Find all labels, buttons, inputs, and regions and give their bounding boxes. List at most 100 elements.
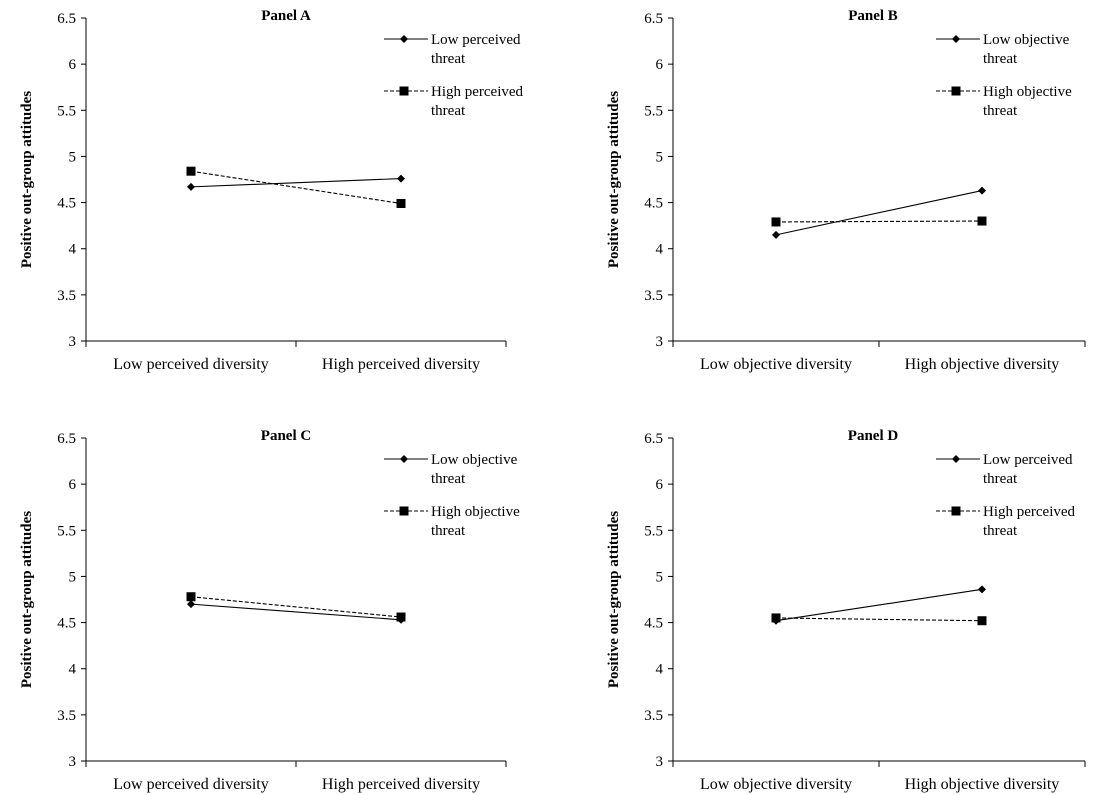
panel-d: 3 3.5 4 4.5 5 5.5 6 6.5 Low objective diversity H… (606, 428, 1086, 793)
y-tick-label: 5.5 (57, 103, 76, 119)
legend-label: High objective threat (983, 84, 1072, 119)
series-line (190, 596, 402, 618)
y-tick-label: 6.5 (644, 11, 663, 27)
y-tick-label: 4 (656, 662, 664, 678)
legend-label-line: threat (431, 523, 466, 539)
legend-label-line: Low perceived (431, 32, 521, 48)
legend-label-line: High objective (431, 504, 520, 520)
series-line (775, 220, 983, 223)
legend-label-line: threat (983, 103, 1018, 119)
y-tick-label: 5 (656, 569, 664, 585)
series-line (775, 588, 983, 622)
y-tick-label: 3 (69, 754, 77, 770)
data-point-square (977, 616, 987, 626)
legend-label-line: threat (431, 103, 466, 119)
y-tick-label: 3 (656, 334, 664, 350)
legend-marker-diamond (400, 455, 408, 463)
series-line (775, 617, 983, 622)
y-tick-label: 4 (656, 242, 664, 258)
data-point-square (186, 592, 196, 602)
legend-label: Low perceived threat (431, 32, 521, 67)
y-axis-label: Positive out-group attitudes (19, 91, 35, 268)
y-tick-label: 3.5 (57, 288, 76, 304)
panel-title: Panel C (261, 428, 311, 444)
legend-marker-square (951, 506, 961, 516)
x-tick-label: Low perceived diversity (113, 356, 269, 373)
legend-marker-diamond (400, 35, 408, 43)
legend-label: Low objective threat (431, 452, 518, 487)
data-point-square (977, 216, 987, 226)
y-axis-label: Positive out-group attitudes (19, 511, 35, 688)
panel-a: 3 3.5 4 4.5 5 5.5 6 6.5 Low perceived diversity H… (19, 8, 524, 373)
y-tick-label: 6.5 (644, 431, 663, 447)
y-tick-label: 3 (69, 334, 77, 350)
y-tick-label: 4.5 (57, 196, 76, 212)
legend-label: High perceived threat (431, 84, 524, 119)
y-tick-label: 6 (656, 477, 664, 493)
legend-label-line: Low objective (431, 452, 518, 468)
legend-label-line: High objective (983, 84, 1072, 100)
y-tick-label: 6 (69, 57, 77, 73)
y-axis-label: Positive out-group attitudes (606, 91, 622, 268)
x-tick-label: High objective diversity (905, 776, 1060, 793)
legend-label: High perceived threat (983, 504, 1076, 539)
y-tick-label: 5 (69, 569, 77, 585)
series-line (190, 603, 402, 621)
legend-label-line: threat (983, 471, 1018, 487)
legend-label-line: threat (431, 51, 466, 67)
legend-marker-diamond (952, 35, 960, 43)
panel-c: 3 3.5 4 4.5 5 5.5 6 6.5 Low perceived diversity H… (19, 428, 520, 793)
panel-title: Panel B (848, 8, 898, 24)
y-tick-label: 4 (69, 242, 77, 258)
data-point-diamond (978, 585, 986, 594)
y-tick-label: 3.5 (57, 708, 76, 724)
y-axis-label: Positive out-group attitudes (606, 511, 622, 688)
legend-label: High objective threat (431, 504, 520, 539)
y-tick-label: 5.5 (57, 523, 76, 539)
data-point-square (396, 198, 406, 208)
legend-label: Low objective threat (983, 32, 1070, 67)
panel-b: 3 3.5 4 4.5 5 5.5 6 6.5 Low objective diversity H… (606, 8, 1086, 373)
y-tick-label: 3.5 (644, 288, 663, 304)
x-tick-label: High perceived diversity (322, 776, 480, 793)
panel-title: Panel A (261, 8, 311, 24)
data-point-diamond (187, 182, 195, 191)
legend-label: Low perceived threat (983, 452, 1073, 487)
y-tick-label: 6 (656, 57, 664, 73)
y-tick-label: 5 (656, 149, 664, 165)
y-tick-label: 3.5 (644, 708, 663, 724)
y-tick-label: 6.5 (57, 11, 76, 27)
legend-label-line: threat (983, 523, 1018, 539)
legend-label-line: Low objective (983, 32, 1070, 48)
data-point-diamond (187, 600, 195, 609)
legend-label-line: threat (431, 471, 466, 487)
data-point-diamond (397, 174, 405, 183)
data-point-diamond (978, 186, 986, 195)
series-line (190, 178, 402, 188)
series-line (190, 170, 402, 205)
y-tick-label: 4 (69, 662, 77, 678)
y-tick-label: 5 (69, 149, 77, 165)
legend-label-line: High perceived (431, 84, 524, 100)
y-tick-label: 3 (656, 754, 664, 770)
legend-marker-square (399, 86, 409, 96)
legend-label-line: Low perceived (983, 452, 1073, 468)
legend-label-line: High perceived (983, 504, 1076, 520)
legend-marker-square (951, 86, 961, 96)
legend-label-line: threat (983, 51, 1018, 67)
data-point-diamond (772, 230, 780, 239)
x-tick-label: Low perceived diversity (113, 776, 269, 793)
y-tick-label: 4.5 (57, 616, 76, 632)
x-tick-label: Low objective diversity (700, 356, 852, 373)
data-point-square (396, 612, 406, 622)
panel-title: Panel D (848, 428, 899, 444)
data-point-square (771, 613, 781, 623)
y-tick-label: 5.5 (644, 523, 663, 539)
legend-marker-diamond (952, 455, 960, 463)
y-tick-label: 4.5 (644, 616, 663, 632)
x-tick-label: High perceived diversity (322, 356, 480, 373)
y-tick-label: 6.5 (57, 431, 76, 447)
y-tick-label: 4.5 (644, 196, 663, 212)
x-tick-label: High objective diversity (905, 356, 1060, 373)
